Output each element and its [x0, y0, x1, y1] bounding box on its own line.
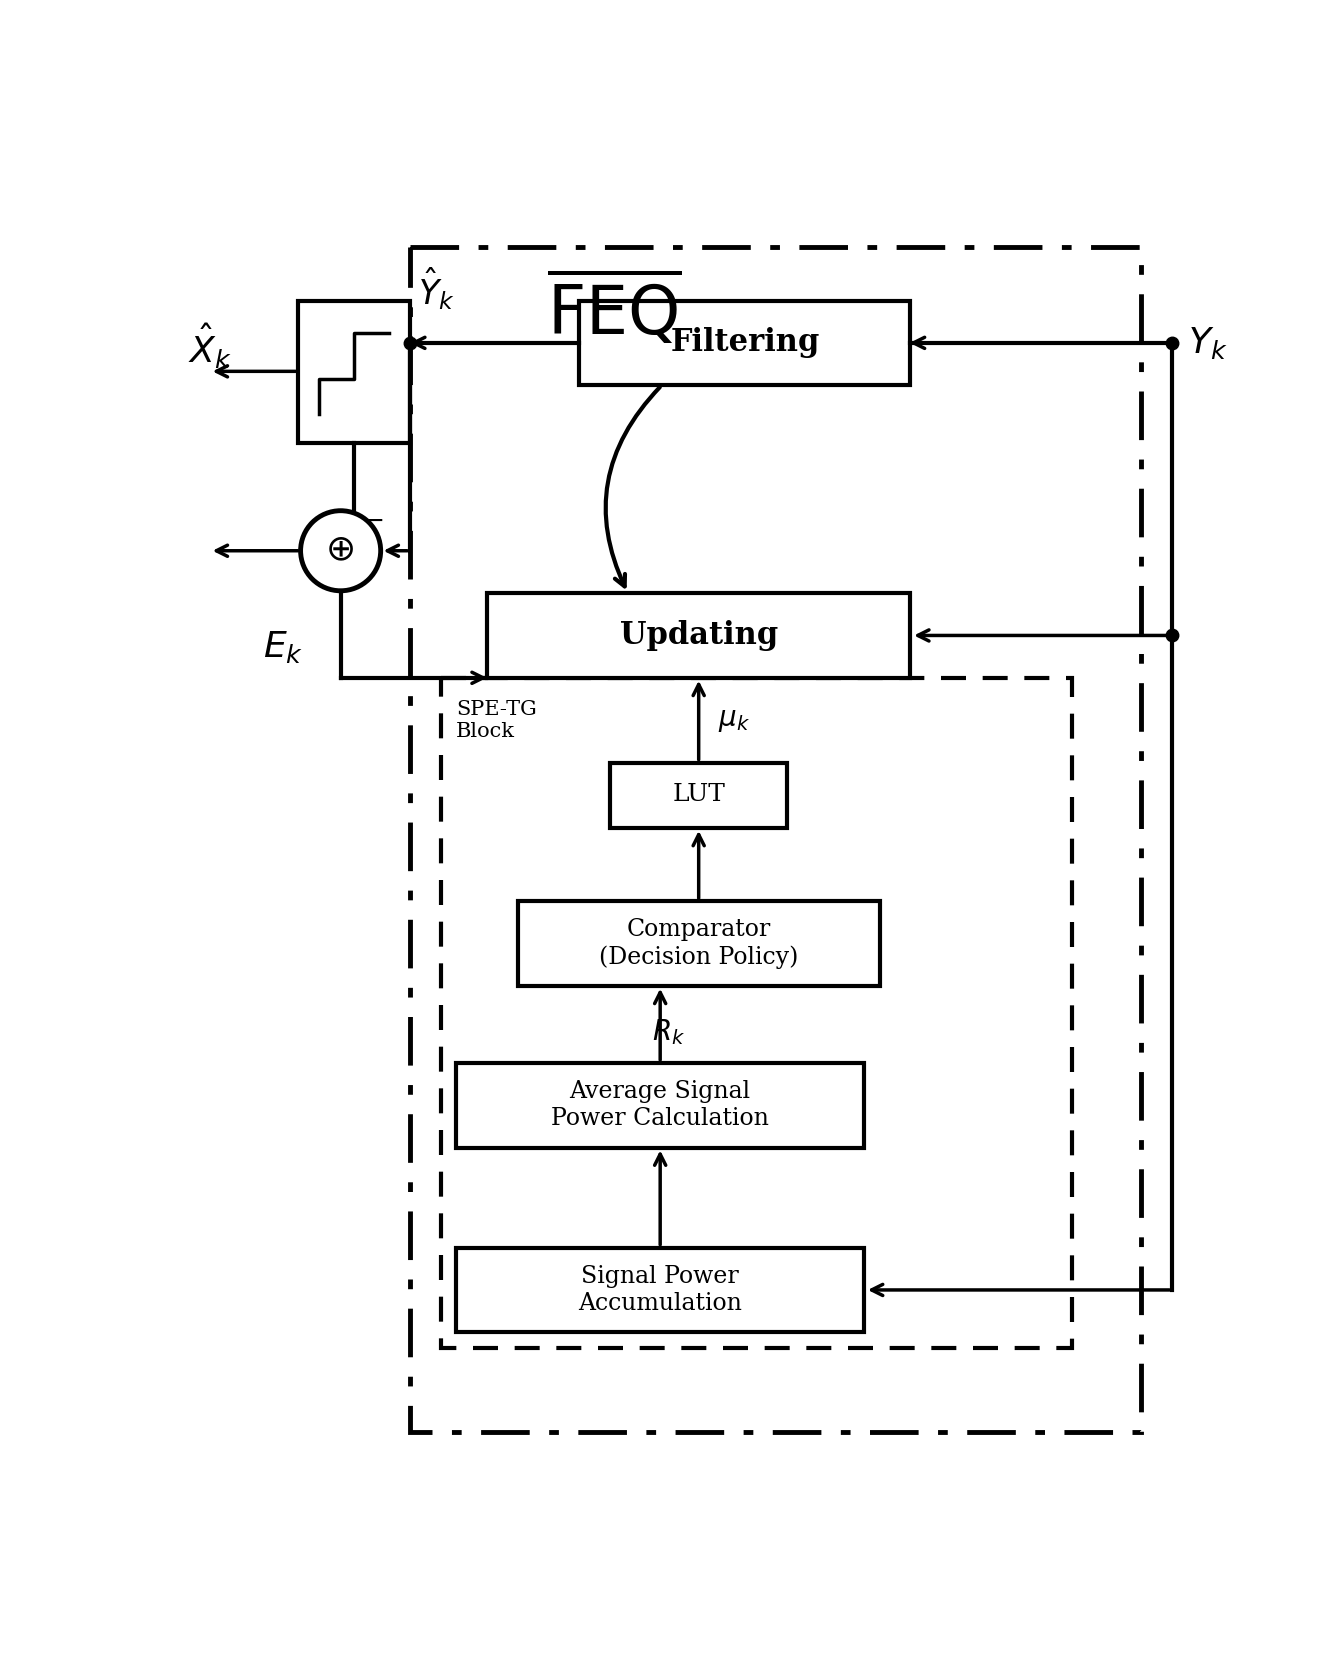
Bar	[579, 301, 911, 386]
Text: Average Signal
Power Calculation: Average Signal Power Calculation	[551, 1080, 770, 1131]
Text: $E_k$: $E_k$	[263, 630, 304, 665]
Text: $-$: $-$	[363, 508, 383, 533]
Bar	[488, 593, 911, 678]
Text: $\overline{\rm FEQ}$: $\overline{\rm FEQ}$	[548, 269, 682, 347]
Bar	[457, 1247, 865, 1333]
Bar	[518, 902, 880, 985]
Text: $\hat{X}_k$: $\hat{X}_k$	[188, 322, 232, 371]
Text: $R_k$: $R_k$	[653, 1017, 686, 1047]
Bar	[441, 678, 1072, 1348]
Text: Updating: Updating	[619, 620, 778, 651]
Bar	[457, 1062, 865, 1147]
Bar	[610, 763, 787, 828]
Text: $Y_k$: $Y_k$	[1187, 326, 1228, 361]
Text: Signal Power
Accumulation: Signal Power Accumulation	[579, 1266, 743, 1314]
Text: $\oplus$: $\oplus$	[325, 534, 353, 568]
Text: SPE-TG
Block: SPE-TG Block	[457, 700, 537, 741]
Text: Filtering: Filtering	[670, 327, 819, 359]
Text: $\hat{Y}_k$: $\hat{Y}_k$	[418, 266, 455, 312]
Bar	[298, 301, 410, 443]
Text: LUT: LUT	[673, 783, 725, 807]
Text: Comparator
(Decision Policy): Comparator (Decision Policy)	[599, 919, 798, 969]
Bar	[410, 247, 1142, 1433]
Text: $\mu_k$: $\mu_k$	[719, 706, 749, 733]
